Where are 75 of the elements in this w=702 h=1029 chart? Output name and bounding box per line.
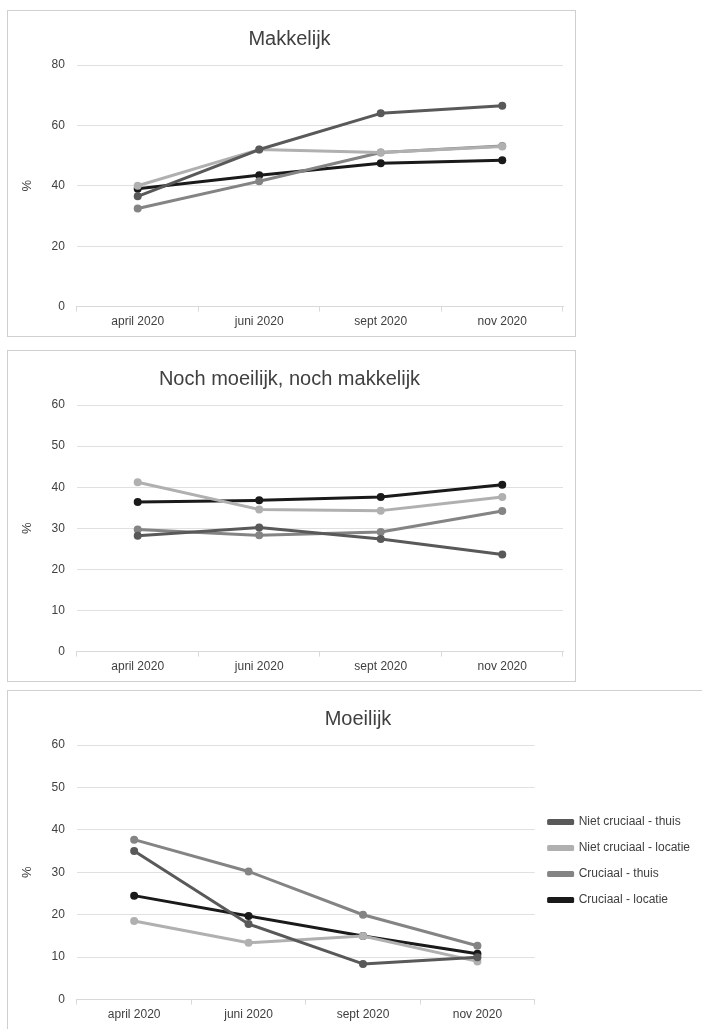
chart-title: Noch moeilijk, noch makkelijk bbox=[158, 366, 422, 389]
point bbox=[130, 891, 139, 900]
y-axis-title: % bbox=[19, 522, 35, 535]
point bbox=[498, 480, 507, 489]
y-tick-label: 20 bbox=[51, 238, 66, 253]
y-axis-title: % bbox=[19, 179, 35, 192]
y-axis-title: % bbox=[19, 866, 35, 879]
chart-title: Makkelijk bbox=[248, 26, 332, 49]
point bbox=[376, 493, 385, 502]
point bbox=[498, 156, 507, 165]
point bbox=[359, 910, 367, 919]
point bbox=[130, 835, 139, 844]
point bbox=[376, 159, 385, 168]
point bbox=[130, 917, 139, 926]
y-tick-label: 60 bbox=[51, 397, 66, 412]
legend-label: Niet cruciaal - thuis bbox=[578, 814, 681, 829]
point bbox=[498, 101, 507, 110]
point bbox=[359, 959, 367, 968]
y-tick-label: 50 bbox=[51, 438, 66, 453]
point bbox=[133, 498, 142, 506]
y-tick-label: 20 bbox=[51, 561, 66, 576]
y-tick-label: 20 bbox=[51, 907, 66, 922]
point bbox=[473, 953, 482, 962]
x-tick-label: juni 2020 bbox=[223, 1007, 274, 1022]
y-tick-label: 40 bbox=[51, 479, 66, 494]
y-tick-label: 40 bbox=[51, 178, 66, 193]
y-tick-label: 10 bbox=[51, 949, 66, 964]
x-tick-label: sept 2020 bbox=[354, 314, 408, 329]
x-tick-label: sept 2020 bbox=[336, 1007, 390, 1022]
point bbox=[473, 941, 482, 950]
y-tick-label: 60 bbox=[51, 117, 66, 132]
y-tick-label: 0 bbox=[58, 643, 66, 658]
x-tick-label: april 2020 bbox=[111, 659, 165, 674]
x-tick-label: april 2020 bbox=[107, 1007, 161, 1022]
point bbox=[133, 478, 142, 487]
y-tick-label: 30 bbox=[51, 520, 66, 535]
y-tick-label: 0 bbox=[58, 991, 66, 1006]
x-tick-label: sept 2020 bbox=[354, 659, 408, 674]
y-tick-label: 10 bbox=[51, 602, 66, 617]
point bbox=[255, 505, 264, 514]
point bbox=[255, 523, 264, 532]
point bbox=[498, 550, 507, 559]
point bbox=[376, 528, 385, 536]
point bbox=[130, 847, 139, 856]
y-tick-label: 0 bbox=[58, 298, 66, 313]
point bbox=[255, 496, 264, 505]
point bbox=[244, 938, 253, 947]
legend-label: Cruciaal - thuis bbox=[578, 866, 659, 881]
point bbox=[244, 920, 253, 929]
x-tick-label: april 2020 bbox=[111, 314, 165, 329]
point bbox=[498, 493, 507, 502]
x-tick-label: juni 2020 bbox=[233, 659, 284, 674]
point bbox=[133, 204, 142, 213]
y-tick-label: 60 bbox=[51, 737, 66, 752]
x-tick-label: nov 2020 bbox=[477, 659, 528, 674]
point bbox=[133, 192, 142, 201]
y-tick-label: 30 bbox=[51, 864, 66, 879]
point bbox=[255, 177, 264, 186]
point bbox=[244, 867, 253, 876]
point bbox=[255, 531, 264, 540]
point bbox=[376, 534, 385, 543]
legend-label: Niet cruciaal - locatie bbox=[578, 840, 691, 855]
point bbox=[244, 912, 253, 921]
point bbox=[133, 531, 142, 540]
y-tick-label: 80 bbox=[51, 57, 66, 72]
y-tick-label: 50 bbox=[51, 779, 66, 794]
x-tick-label: nov 2020 bbox=[452, 1007, 503, 1022]
x-tick-label: juni 2020 bbox=[233, 314, 284, 329]
y-tick-label: 40 bbox=[51, 822, 66, 837]
legend-label: Cruciaal - locatie bbox=[578, 892, 669, 907]
chart-title: Moeilijk bbox=[324, 706, 393, 729]
point bbox=[376, 109, 385, 118]
point bbox=[376, 506, 385, 515]
x-tick-label: nov 2020 bbox=[477, 314, 528, 329]
point bbox=[498, 507, 507, 516]
